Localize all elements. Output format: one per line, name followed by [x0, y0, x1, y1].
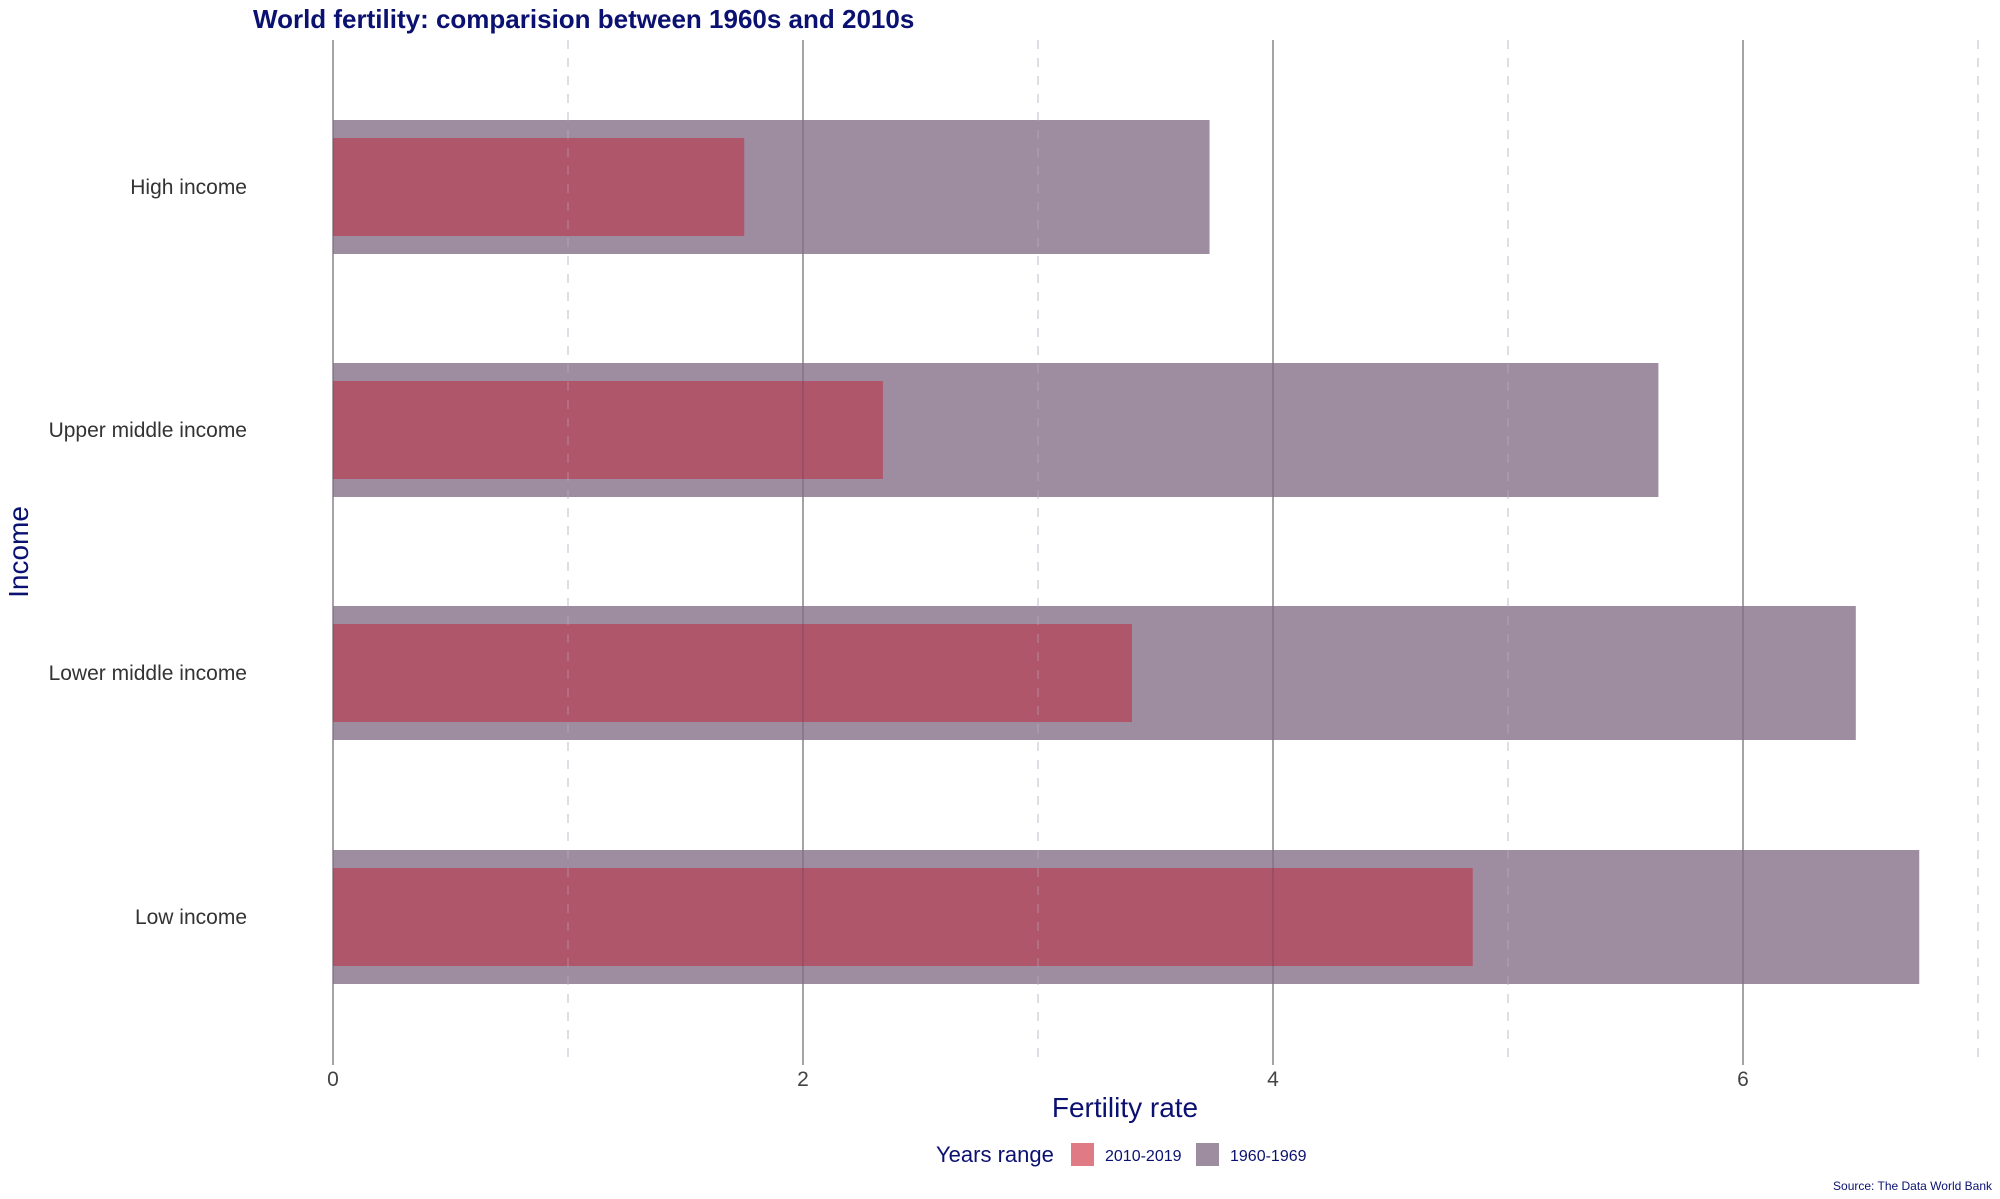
category-label: Upper middle income: [49, 419, 247, 442]
bar-2010s: [333, 381, 883, 479]
legend-swatch: [1071, 1143, 1094, 1166]
x-tick-labels: 0 2 4 6: [327, 1068, 1749, 1091]
source-caption: Source: The Data World Bank: [1833, 1179, 1993, 1193]
bar-2010s: [333, 138, 745, 236]
legend-label: 1960-1969: [1230, 1148, 1307, 1165]
grid-overlay: [332, 40, 1979, 1065]
x-axis-title: Fertility rate: [1052, 1092, 1198, 1123]
bars-1960s: [333, 120, 1920, 984]
y-axis-title: Income: [3, 506, 34, 598]
legend-label: 2010-2019: [1105, 1148, 1182, 1165]
x-tick-label: 0: [327, 1068, 339, 1091]
bar-2010s: [333, 868, 1473, 966]
x-tick-label: 4: [1267, 1068, 1279, 1091]
x-tick-label: 2: [797, 1068, 809, 1091]
category-label: High income: [130, 176, 247, 199]
category-label: Lower middle income: [49, 662, 247, 685]
x-tick-label: 6: [1737, 1068, 1749, 1091]
bars-2010s: [333, 138, 1473, 966]
legend-swatch: [1196, 1143, 1219, 1166]
category-labels: High income Upper middle income Lower midd…: [49, 176, 247, 929]
legend-title: Years range: [936, 1142, 1054, 1167]
category-label: Low income: [135, 906, 247, 929]
bar-2010s: [333, 624, 1132, 722]
chart-title: World fertility: comparision between 196…: [253, 4, 914, 34]
legend: Years range 2010-2019 1960-1969: [936, 1142, 1307, 1167]
